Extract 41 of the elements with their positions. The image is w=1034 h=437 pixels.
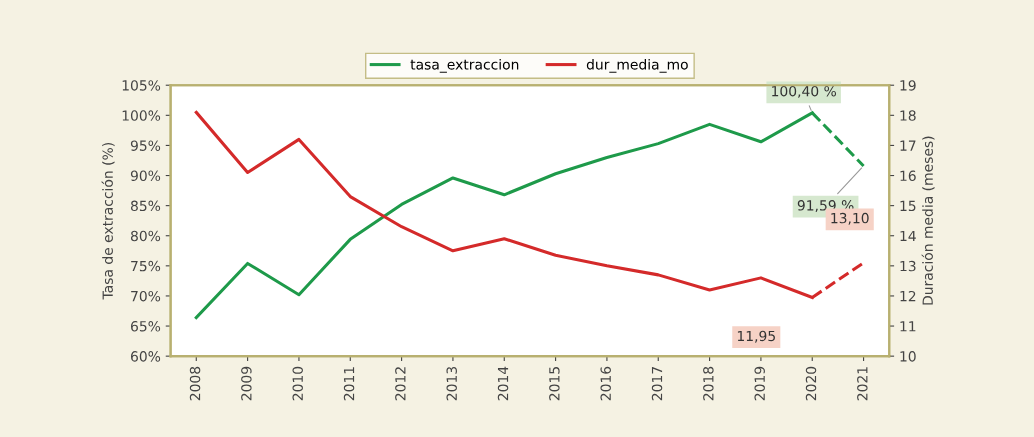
x-tick-label: 2015 bbox=[549, 367, 560, 401]
legend-label: dur_media_mo bbox=[586, 58, 688, 73]
x-tick-label: 2011 bbox=[343, 367, 355, 401]
y2-tick-label: 19 bbox=[900, 80, 916, 91]
x-tick-label: 2016 bbox=[600, 366, 611, 401]
y-axis-title: Tasa de extracción (%) bbox=[101, 143, 115, 300]
y2-tick-label: 14 bbox=[900, 230, 916, 242]
x-tick-label: 2012 bbox=[395, 367, 406, 401]
y2-tick-label: 17 bbox=[900, 140, 916, 151]
x-tick-label: 2009 bbox=[241, 366, 252, 401]
x-tick-label: 2008 bbox=[189, 366, 201, 401]
x-tick-label: 2017 bbox=[651, 367, 663, 401]
y-tick-label: 60% bbox=[130, 351, 161, 362]
y-tick-label: 95% bbox=[130, 140, 161, 151]
y-tick-label: 85% bbox=[130, 200, 161, 212]
y2-tick-label: 16 bbox=[900, 170, 916, 181]
y2-axis-title: Duración media (meses) bbox=[921, 136, 935, 305]
y2-tick-label: 11 bbox=[900, 321, 916, 332]
y2-tick-label: 15 bbox=[900, 200, 916, 212]
y2-tick-label: 12 bbox=[900, 290, 916, 302]
y-tick-label: 75% bbox=[131, 260, 161, 272]
y2-tick-label: 18 bbox=[900, 110, 916, 121]
y-tick-label: 105% bbox=[122, 80, 161, 91]
y-tick-label: 100% bbox=[122, 110, 161, 121]
x-tick-label: 2010 bbox=[292, 366, 303, 401]
y-tick-label: 65% bbox=[130, 321, 161, 332]
annotation: 11,95 bbox=[737, 330, 775, 343]
x-tick-label: 2014 bbox=[497, 366, 509, 401]
annotation: 13,10 bbox=[831, 212, 869, 225]
legend-label: tasa_extraccion bbox=[410, 58, 519, 73]
annotation: 100,40 % bbox=[772, 85, 837, 98]
y-tick-label: 90% bbox=[130, 170, 161, 181]
y2-tick-label: 10 bbox=[900, 351, 916, 362]
y-tick-label: 70% bbox=[131, 290, 161, 302]
x-tick-label: 2018 bbox=[703, 366, 714, 401]
x-tick-label: 2021 bbox=[857, 367, 868, 401]
x-tick-label: 2019 bbox=[754, 366, 765, 401]
y-tick-label: 80% bbox=[130, 230, 161, 242]
x-tick-label: 2013 bbox=[446, 366, 457, 401]
x-tick-label: 2020 bbox=[805, 366, 817, 401]
y2-tick-label: 13 bbox=[900, 260, 916, 272]
